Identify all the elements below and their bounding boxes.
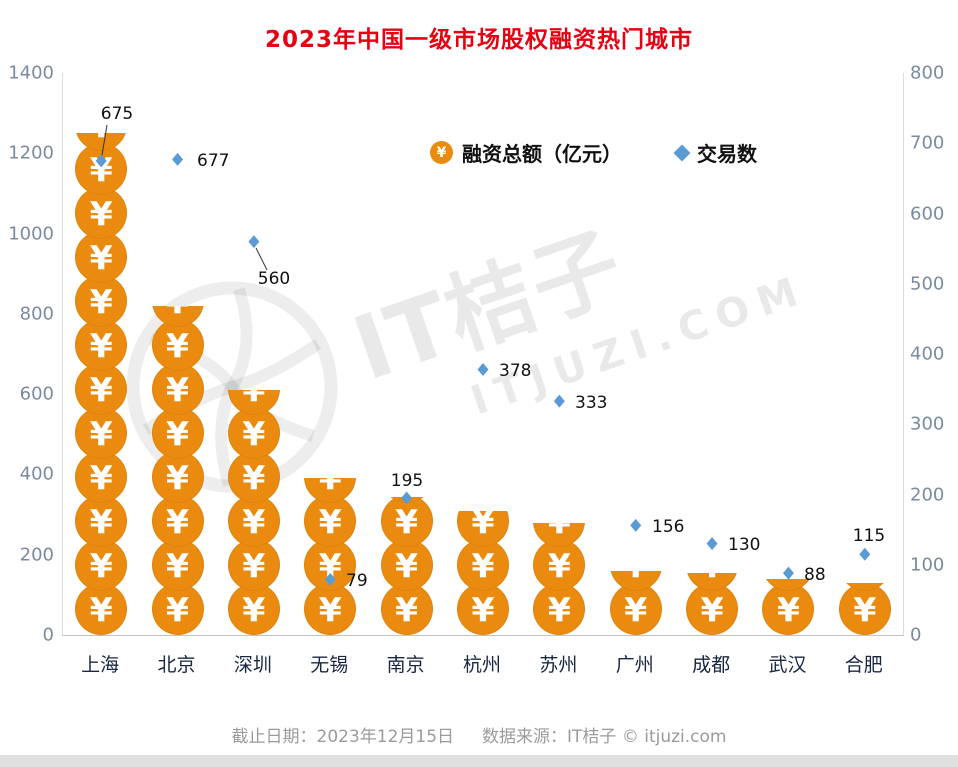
coin-icon: ¥ xyxy=(609,570,662,591)
coin-icon: ¥ xyxy=(686,572,739,591)
coin-icon: ¥ xyxy=(457,583,509,635)
financing-bar: ¥¥¥¥ xyxy=(304,478,357,635)
financing-bar: ¥¥¥¥¥¥ xyxy=(227,390,280,635)
x-axis-label: 深圳 xyxy=(233,654,272,676)
plot-area: ¥¥¥¥¥¥¥¥¥¥¥¥¥¥¥¥¥¥¥¥¥¥¥¥¥¥¥¥¥¥¥¥¥¥¥¥¥¥¥¥… xyxy=(62,73,904,636)
coin-icon: ¥ xyxy=(304,495,357,547)
coin-icon: ¥ xyxy=(75,319,128,371)
footer-source: 数据来源：IT桔子 © itjuzi.com xyxy=(482,727,727,747)
x-axis-label: 武汉 xyxy=(768,654,807,676)
coin-icon: ¥ xyxy=(75,231,128,283)
coin-icon: ¥ xyxy=(304,583,357,635)
left-axis-tick: 1400 xyxy=(8,62,54,84)
right-axis-tick: 400 xyxy=(910,343,945,365)
coin-icon: ¥ xyxy=(686,583,739,635)
coin-icon: ¥ xyxy=(430,141,453,164)
coin-icon: ¥ xyxy=(75,539,128,591)
coin-icon: ¥ xyxy=(457,539,509,591)
coin-icon: ¥ xyxy=(151,363,204,415)
left-axis-tick: 0 xyxy=(42,624,54,646)
x-axis-label: 北京 xyxy=(157,654,196,676)
financing-bar: ¥¥ xyxy=(686,572,739,635)
coin-icon: ¥ xyxy=(304,478,357,503)
coin-icon: ¥ xyxy=(75,407,128,459)
coin-icon: ¥ xyxy=(838,583,891,635)
right-axis-tick: 0 xyxy=(910,624,922,646)
coin-icon: ¥ xyxy=(75,143,128,195)
coin-icon: ¥ xyxy=(75,363,128,415)
coin-icon: ¥ xyxy=(533,539,586,591)
x-axis-label: 南京 xyxy=(386,654,425,676)
financing-bar: ¥¥ xyxy=(838,582,891,635)
financing-bar: ¥¥¥ xyxy=(533,522,586,635)
coin-icon: ¥ xyxy=(151,451,204,503)
coin-icon: ¥ xyxy=(838,582,891,591)
legend-deals-label: 交易数 xyxy=(697,142,757,166)
x-axis-label: 无锡 xyxy=(310,654,349,676)
coin-icon: ¥ xyxy=(380,496,433,547)
coin-icon: ¥ xyxy=(762,583,815,635)
coin-icon: ¥ xyxy=(75,187,128,239)
financing-bar: ¥¥ xyxy=(609,570,662,635)
right-axis-tick: 200 xyxy=(910,484,945,505)
coin-icon: ¥ xyxy=(380,583,433,635)
legend: ¥ 融资总额（亿元） 交易数 xyxy=(430,138,757,167)
coin-icon: ¥ xyxy=(227,407,280,459)
right-axis-tick: 600 xyxy=(910,203,945,224)
left-axis-tick: 600 xyxy=(19,383,54,405)
x-axis-label: 杭州 xyxy=(462,654,501,676)
left-axis-tick: 200 xyxy=(19,544,54,566)
coin-icon: ¥ xyxy=(227,451,280,503)
coin-icon: ¥ xyxy=(151,495,204,547)
right-axis-tick: 100 xyxy=(910,554,945,576)
x-axis-label: 合肥 xyxy=(844,654,883,676)
chart-title: 2023年中国一级市场股权融资热门城市 xyxy=(264,27,693,53)
coin-icon: ¥ xyxy=(533,522,586,547)
x-axis-label: 成都 xyxy=(692,654,731,676)
coin-icon: ¥ xyxy=(151,319,204,371)
x-axis-label: 苏州 xyxy=(539,654,578,676)
coin-icon: ¥ xyxy=(457,510,509,547)
financing-bar: ¥¥¥¥¥¥¥¥¥¥¥¥ xyxy=(75,133,128,635)
left-axis-tick: 1200 xyxy=(8,142,54,164)
left-axis-tick: 1000 xyxy=(8,223,54,245)
coin-icon: ¥ xyxy=(380,539,433,591)
legend-item-financing[interactable]: ¥ 融资总额（亿元） xyxy=(430,138,622,167)
right-axis-tick: 700 xyxy=(910,132,945,154)
x-axis-label: 广州 xyxy=(615,654,654,676)
coin-icon: ¥ xyxy=(609,583,662,635)
coin-icon: ¥ xyxy=(75,495,128,547)
footer: 截止日期：2023年12月15日 数据来源：IT桔子 © itjuzi.com xyxy=(0,722,958,747)
coin-icon: ¥ xyxy=(151,583,204,635)
coin-icon: ¥ xyxy=(151,305,204,327)
financing-bar: ¥¥¥ xyxy=(457,510,509,635)
bars-layer: ¥¥¥¥¥¥¥¥¥¥¥¥¥¥¥¥¥¥¥¥¥¥¥¥¥¥¥¥¥¥¥¥¥¥¥¥¥¥¥¥… xyxy=(63,73,903,635)
coin-icon: ¥ xyxy=(227,583,280,635)
left-axis-tick: 400 xyxy=(19,463,54,485)
coin-icon: ¥ xyxy=(75,583,128,635)
financing-bar: ¥¥ xyxy=(762,578,815,635)
legend-financing-label: 融资总额（亿元） xyxy=(462,142,622,166)
diamond-icon xyxy=(673,144,691,161)
financing-bar: ¥¥¥¥ xyxy=(380,496,433,635)
coin-icon: ¥ xyxy=(227,390,280,415)
right-axis-tick: 300 xyxy=(910,413,945,435)
coin-icon: ¥ xyxy=(151,407,204,459)
coin-icon: ¥ xyxy=(75,133,128,151)
right-axis-tick: 800 xyxy=(910,62,945,84)
coin-icon: ¥ xyxy=(533,583,586,635)
footer-date: 截止日期：2023年12月15日 xyxy=(231,727,455,747)
right-axis-tick: 500 xyxy=(910,273,945,295)
coin-icon: ¥ xyxy=(75,275,128,327)
bottom-strip xyxy=(0,755,958,767)
coin-icon: ¥ xyxy=(227,495,280,547)
x-axis-label: 上海 xyxy=(81,654,120,676)
legend-item-deals[interactable]: 交易数 xyxy=(673,138,757,167)
financing-bar: ¥¥¥¥¥¥¥¥ xyxy=(151,305,204,635)
left-axis-tick: 800 xyxy=(19,303,54,325)
coin-icon: ¥ xyxy=(151,539,204,591)
coin-icon: ¥ xyxy=(75,451,128,503)
coin-icon: ¥ xyxy=(227,539,280,591)
